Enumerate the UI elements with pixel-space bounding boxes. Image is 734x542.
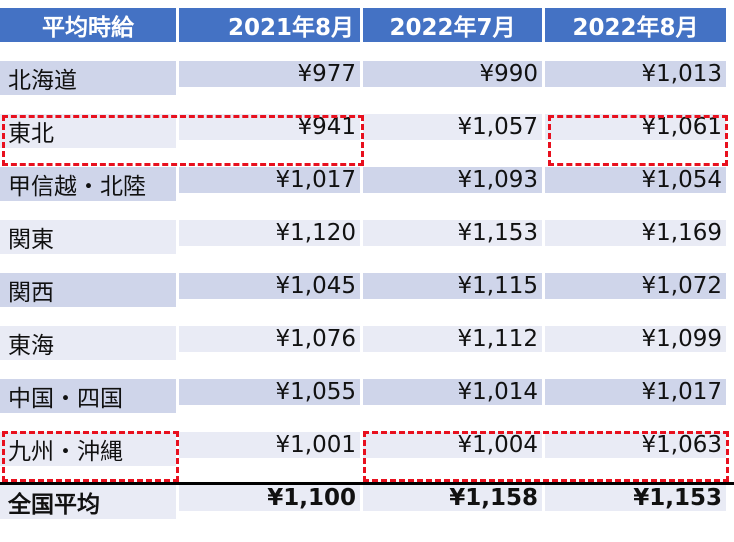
value-cell: ¥1,013 — [545, 61, 726, 87]
total-value-cell: ¥1,158 — [363, 485, 542, 511]
value-cell: ¥1,120 — [179, 220, 360, 246]
table-row: 甲信越・北陸 ¥1,017 ¥1,093 ¥1,054 — [0, 167, 734, 217]
table-row: 関東 ¥1,120 ¥1,153 ¥1,169 — [0, 220, 734, 270]
header-cell-2022-07: 2022年7月 — [363, 8, 542, 42]
value-cell: ¥941 — [179, 114, 360, 140]
total-row: 全国平均 ¥1,100 ¥1,158 ¥1,153 — [0, 485, 734, 535]
region-cell: 東北 — [0, 114, 176, 148]
table-row: 東北 ¥941 ¥1,057 ¥1,061 — [0, 114, 734, 164]
value-cell: ¥1,017 — [179, 167, 360, 193]
total-value-cell: ¥1,100 — [179, 485, 360, 511]
table-row: 中国・四国 ¥1,055 ¥1,014 ¥1,017 — [0, 379, 734, 429]
value-cell: ¥990 — [363, 61, 542, 87]
value-cell: ¥1,076 — [179, 326, 360, 352]
value-cell: ¥1,115 — [363, 273, 542, 299]
region-cell: 中国・四国 — [0, 379, 176, 413]
value-cell: ¥1,153 — [363, 220, 542, 246]
region-cell: 九州・沖縄 — [0, 432, 176, 466]
total-label-cell: 全国平均 — [0, 485, 176, 519]
value-cell: ¥1,061 — [545, 114, 726, 140]
region-cell: 北海道 — [0, 61, 176, 95]
header-cell-2022-08: 2022年8月 — [545, 8, 726, 42]
value-cell: ¥1,093 — [363, 167, 542, 193]
table-row: 東海 ¥1,076 ¥1,112 ¥1,099 — [0, 326, 734, 376]
total-value-cell: ¥1,153 — [545, 485, 726, 511]
value-cell: ¥977 — [179, 61, 360, 87]
table-row: 関西 ¥1,045 ¥1,115 ¥1,072 — [0, 273, 734, 323]
region-cell: 関東 — [0, 220, 176, 254]
value-cell: ¥1,099 — [545, 326, 726, 352]
table-row: 北海道 ¥977 ¥990 ¥1,013 — [0, 61, 734, 111]
region-cell: 甲信越・北陸 — [0, 167, 176, 201]
table-header-row: 平均時給 2021年8月 2022年7月 2022年8月 — [0, 8, 734, 58]
value-cell: ¥1,004 — [363, 432, 542, 458]
value-cell: ¥1,055 — [179, 379, 360, 405]
value-cell: ¥1,063 — [545, 432, 726, 458]
header-cell-2021-08: 2021年8月 — [179, 8, 360, 42]
value-cell: ¥1,014 — [363, 379, 542, 405]
header-cell-average-wage: 平均時給 — [0, 8, 176, 42]
total-divider-line — [0, 482, 734, 485]
value-cell: ¥1,045 — [179, 273, 360, 299]
value-cell: ¥1,072 — [545, 273, 726, 299]
value-cell: ¥1,001 — [179, 432, 360, 458]
table-row: 九州・沖縄 ¥1,001 ¥1,004 ¥1,063 — [0, 432, 734, 482]
value-cell: ¥1,112 — [363, 326, 542, 352]
region-cell: 関西 — [0, 273, 176, 307]
value-cell: ¥1,017 — [545, 379, 726, 405]
region-cell: 東海 — [0, 326, 176, 360]
value-cell: ¥1,057 — [363, 114, 542, 140]
value-cell: ¥1,054 — [545, 167, 726, 193]
value-cell: ¥1,169 — [545, 220, 726, 246]
